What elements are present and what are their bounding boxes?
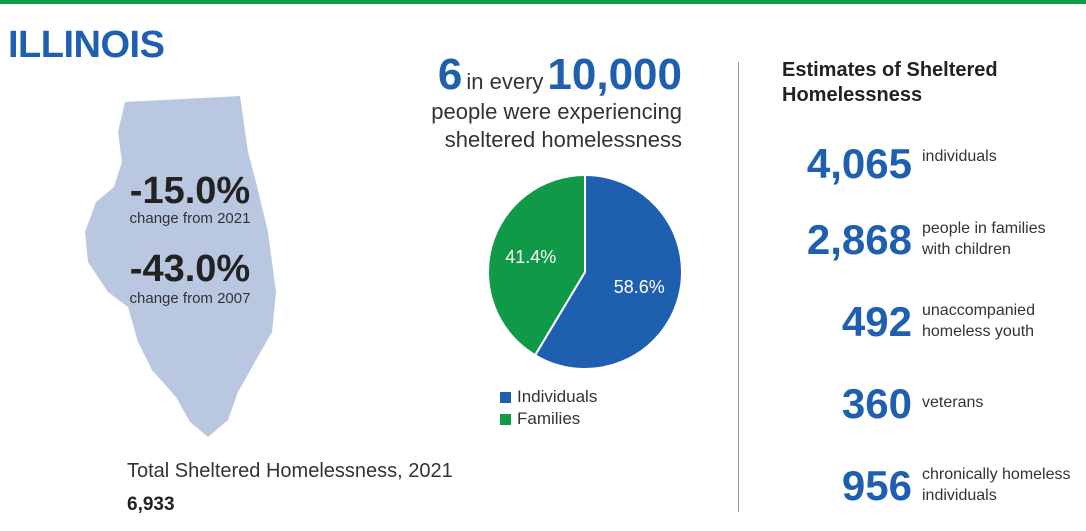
- rate-per: 10,000: [547, 50, 682, 99]
- rate-middle-text: in every: [466, 69, 544, 94]
- legend-label-individuals: Individuals: [517, 387, 598, 406]
- estimate-label: chronically homeless individuals: [922, 466, 1071, 504]
- legend-swatch-families: [500, 413, 511, 425]
- legend-item-individuals: Individuals: [500, 386, 597, 408]
- pie-slice-individuals: [533, 173, 683, 370]
- pie-label-families: 41.4%: [505, 247, 556, 267]
- estimate-row-veterans: 360 veterans: [790, 380, 983, 428]
- illinois-map-icon: [85, 96, 276, 437]
- pie-slice-families: [487, 173, 586, 357]
- estimate-value: 2,868: [806, 216, 912, 263]
- estimate-row-families: 2,868 people in families with children: [790, 216, 1046, 264]
- estimate-label: unaccompanied homeless youth: [922, 302, 1035, 340]
- pie-label-individuals: 58.6%: [614, 277, 665, 297]
- state-title: ILLINOIS: [8, 24, 165, 66]
- total-value: 6,933: [127, 494, 175, 515]
- legend-label-families: Families: [517, 409, 581, 428]
- change-2021-label: change from 2021: [129, 210, 251, 227]
- rate-number: 6: [437, 50, 463, 99]
- legend-item-families: Families: [500, 408, 597, 430]
- estimates-title: Estimates of Sheltered Homelessness: [782, 59, 998, 106]
- estimate-value: 360: [841, 380, 912, 427]
- change-2021-value: -15.0%: [129, 170, 251, 212]
- rate-line-1: people were experiencing: [431, 99, 682, 124]
- pie-legend: Individuals Families: [500, 386, 597, 430]
- pie-chart: 58.6% 41.4%: [487, 173, 683, 370]
- estimate-value: 492: [841, 298, 912, 345]
- estimate-label: individuals: [922, 148, 997, 165]
- total-label: Total Sheltered Homelessness, 2021: [127, 460, 453, 482]
- rate-description: people were experiencing sheltered homel…: [380, 98, 682, 154]
- estimate-label: people in families with children: [922, 220, 1046, 258]
- rate-line-2: sheltered homelessness: [444, 127, 682, 152]
- change-2007-value: -43.0%: [129, 248, 251, 290]
- change-2007-label: change from 2007: [129, 290, 251, 307]
- rate-headline: 6 in every10,000: [380, 50, 682, 100]
- estimate-label: veterans: [922, 394, 984, 411]
- legend-swatch-individuals: [500, 391, 511, 403]
- estimate-row-youth: 492 unaccompanied homeless youth: [790, 298, 1035, 346]
- estimate-value: 4,065: [806, 140, 912, 187]
- estimate-row-chronic: 956 chronically homeless individuals: [790, 462, 1071, 510]
- estimate-row-individuals: 4,065 individuals: [790, 140, 997, 188]
- column-divider: [738, 62, 739, 512]
- estimate-value: 956: [841, 462, 912, 509]
- top-accent-bar: [0, 0, 1086, 4]
